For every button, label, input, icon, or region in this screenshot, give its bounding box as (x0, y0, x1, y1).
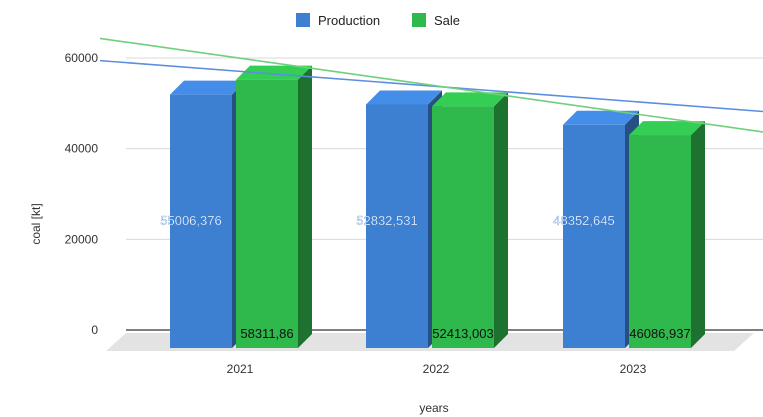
data-label-production: 52832,531 (356, 213, 417, 228)
y-tick-label: 40000 (65, 142, 99, 156)
trendlines (99, 37, 763, 133)
x-tick-label: 2023 (620, 362, 647, 376)
legend-swatch (296, 13, 310, 27)
legend-label: Production (318, 13, 380, 28)
legend-label: Sale (434, 13, 460, 28)
legend-item-production: Production (296, 13, 380, 28)
bar-top (432, 92, 508, 107)
trendline-sale (99, 37, 763, 133)
y-tick-label: 20000 (65, 232, 99, 246)
data-label-sale: 46086,937 (629, 326, 690, 341)
bar-front (170, 94, 232, 349)
y-tick-label: 0 (91, 323, 98, 337)
x-axis-title: years (419, 401, 448, 415)
legend: Production Sale (296, 13, 460, 28)
legend-item-sale: Sale (412, 13, 460, 28)
bar-front (629, 135, 691, 348)
bar-front (366, 104, 428, 348)
data-label-sale: 52413,003 (432, 326, 493, 341)
legend-swatch (412, 13, 426, 27)
bar-front (236, 79, 298, 349)
trendline-production (99, 59, 763, 113)
bar-side (298, 65, 312, 349)
bar-sale-2023 (629, 121, 705, 348)
bars (170, 65, 705, 349)
x-tick-label: 2022 (423, 362, 450, 376)
x-tick-label: 2021 (227, 362, 254, 376)
bar-production-2021 (170, 80, 246, 349)
bar-side (691, 121, 705, 348)
data-label-production: 48352,645 (553, 213, 614, 228)
bar-front (563, 124, 625, 348)
y-axis: 0 20000 40000 60000 (65, 51, 99, 337)
data-label-production: 55006,376 (160, 213, 221, 228)
data-label-sale: 58311,86 (240, 326, 293, 341)
bar-sale-2022 (432, 92, 508, 349)
bar-top (563, 110, 639, 125)
bar-front (432, 106, 494, 349)
bar-production-2023 (563, 110, 639, 348)
y-tick-label: 60000 (65, 51, 99, 65)
data-labels: 55006,376 58311,86 52832,531 52413,003 48352… (160, 213, 691, 341)
bar-sale-2021 (236, 65, 312, 349)
bar-top (170, 80, 246, 95)
bar-side (494, 92, 508, 349)
bar-top (629, 121, 705, 136)
bar-top (366, 90, 442, 105)
x-axis: 2021 2022 2023 (227, 362, 647, 376)
y-axis-title: coal [kt] (29, 203, 43, 244)
